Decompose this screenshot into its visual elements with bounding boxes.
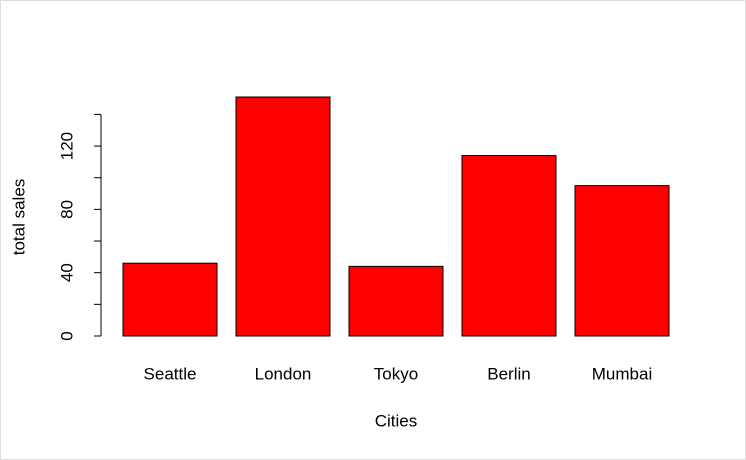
y-axis-title: total sales bbox=[9, 179, 28, 256]
x-axis-title: Cities bbox=[375, 411, 418, 430]
x-tick-label: Seattle bbox=[144, 364, 197, 383]
bar bbox=[348, 265, 444, 337]
x-tick-label: Tokyo bbox=[374, 364, 418, 383]
y-tick-label: 80 bbox=[57, 200, 76, 219]
x-tick-label: Mumbai bbox=[592, 364, 652, 383]
bar bbox=[235, 96, 331, 337]
x-tick-label: Berlin bbox=[487, 364, 530, 383]
x-tick-label: London bbox=[255, 364, 312, 383]
y-tick-label: 40 bbox=[57, 263, 76, 282]
bar bbox=[461, 155, 557, 337]
y-tick-label: 120 bbox=[57, 132, 76, 160]
bar bbox=[122, 262, 218, 337]
bar bbox=[574, 185, 670, 337]
y-tick-label: 0 bbox=[57, 331, 76, 340]
